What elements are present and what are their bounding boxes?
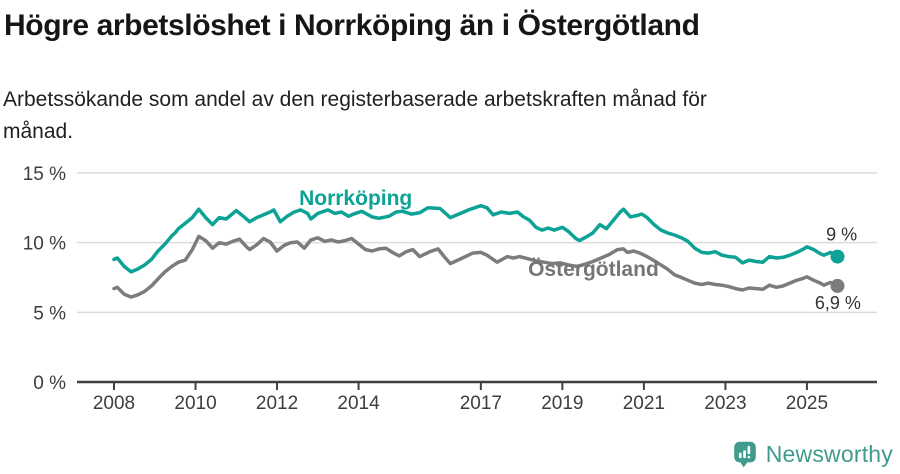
chart-title: Högre arbetslöshet i Norrköping än i Öst… (4, 9, 700, 42)
newsworthy-logo-icon (733, 441, 756, 468)
series-end-dot-ostergotland (830, 278, 845, 293)
x-tick-label: 2023 (704, 393, 746, 414)
chart-subtitle-line-2: månad. (3, 120, 74, 143)
y-tick-label: 15 % (23, 164, 66, 185)
x-tick-label: 2019 (541, 393, 583, 414)
y-tick-label: 0 % (33, 373, 66, 394)
x-tick-label: 2010 (174, 393, 216, 414)
x-tick-label: 2025 (786, 393, 828, 414)
chart-subtitle-line-1: Arbetssökande som andel av den registerb… (3, 88, 707, 111)
x-tick-label: 2012 (256, 393, 298, 414)
newsworthy-brand: Newsworthy (733, 441, 893, 468)
series-label: Norrköping (299, 187, 412, 210)
end-value-label: 9 % (826, 225, 857, 245)
x-tick-label: 2008 (93, 393, 135, 414)
series-label: Östergötland (528, 258, 659, 281)
x-tick-label: 2021 (623, 393, 665, 414)
series-end-dot-norrkoping (830, 249, 845, 264)
x-tick-label: 2017 (460, 393, 502, 414)
end-value-label: 6,9 % (815, 293, 861, 313)
y-tick-label: 10 % (23, 234, 66, 255)
series-line-ostergotland (112, 234, 840, 299)
series-line-norrkoping (112, 203, 840, 274)
x-tick-label: 2014 (337, 393, 380, 414)
newsworthy-brand-name: Newsworthy (765, 441, 893, 467)
y-tick-label: 5 % (33, 303, 66, 324)
chart-subtitle: Arbetssökande som andel av den registerb… (3, 84, 900, 148)
